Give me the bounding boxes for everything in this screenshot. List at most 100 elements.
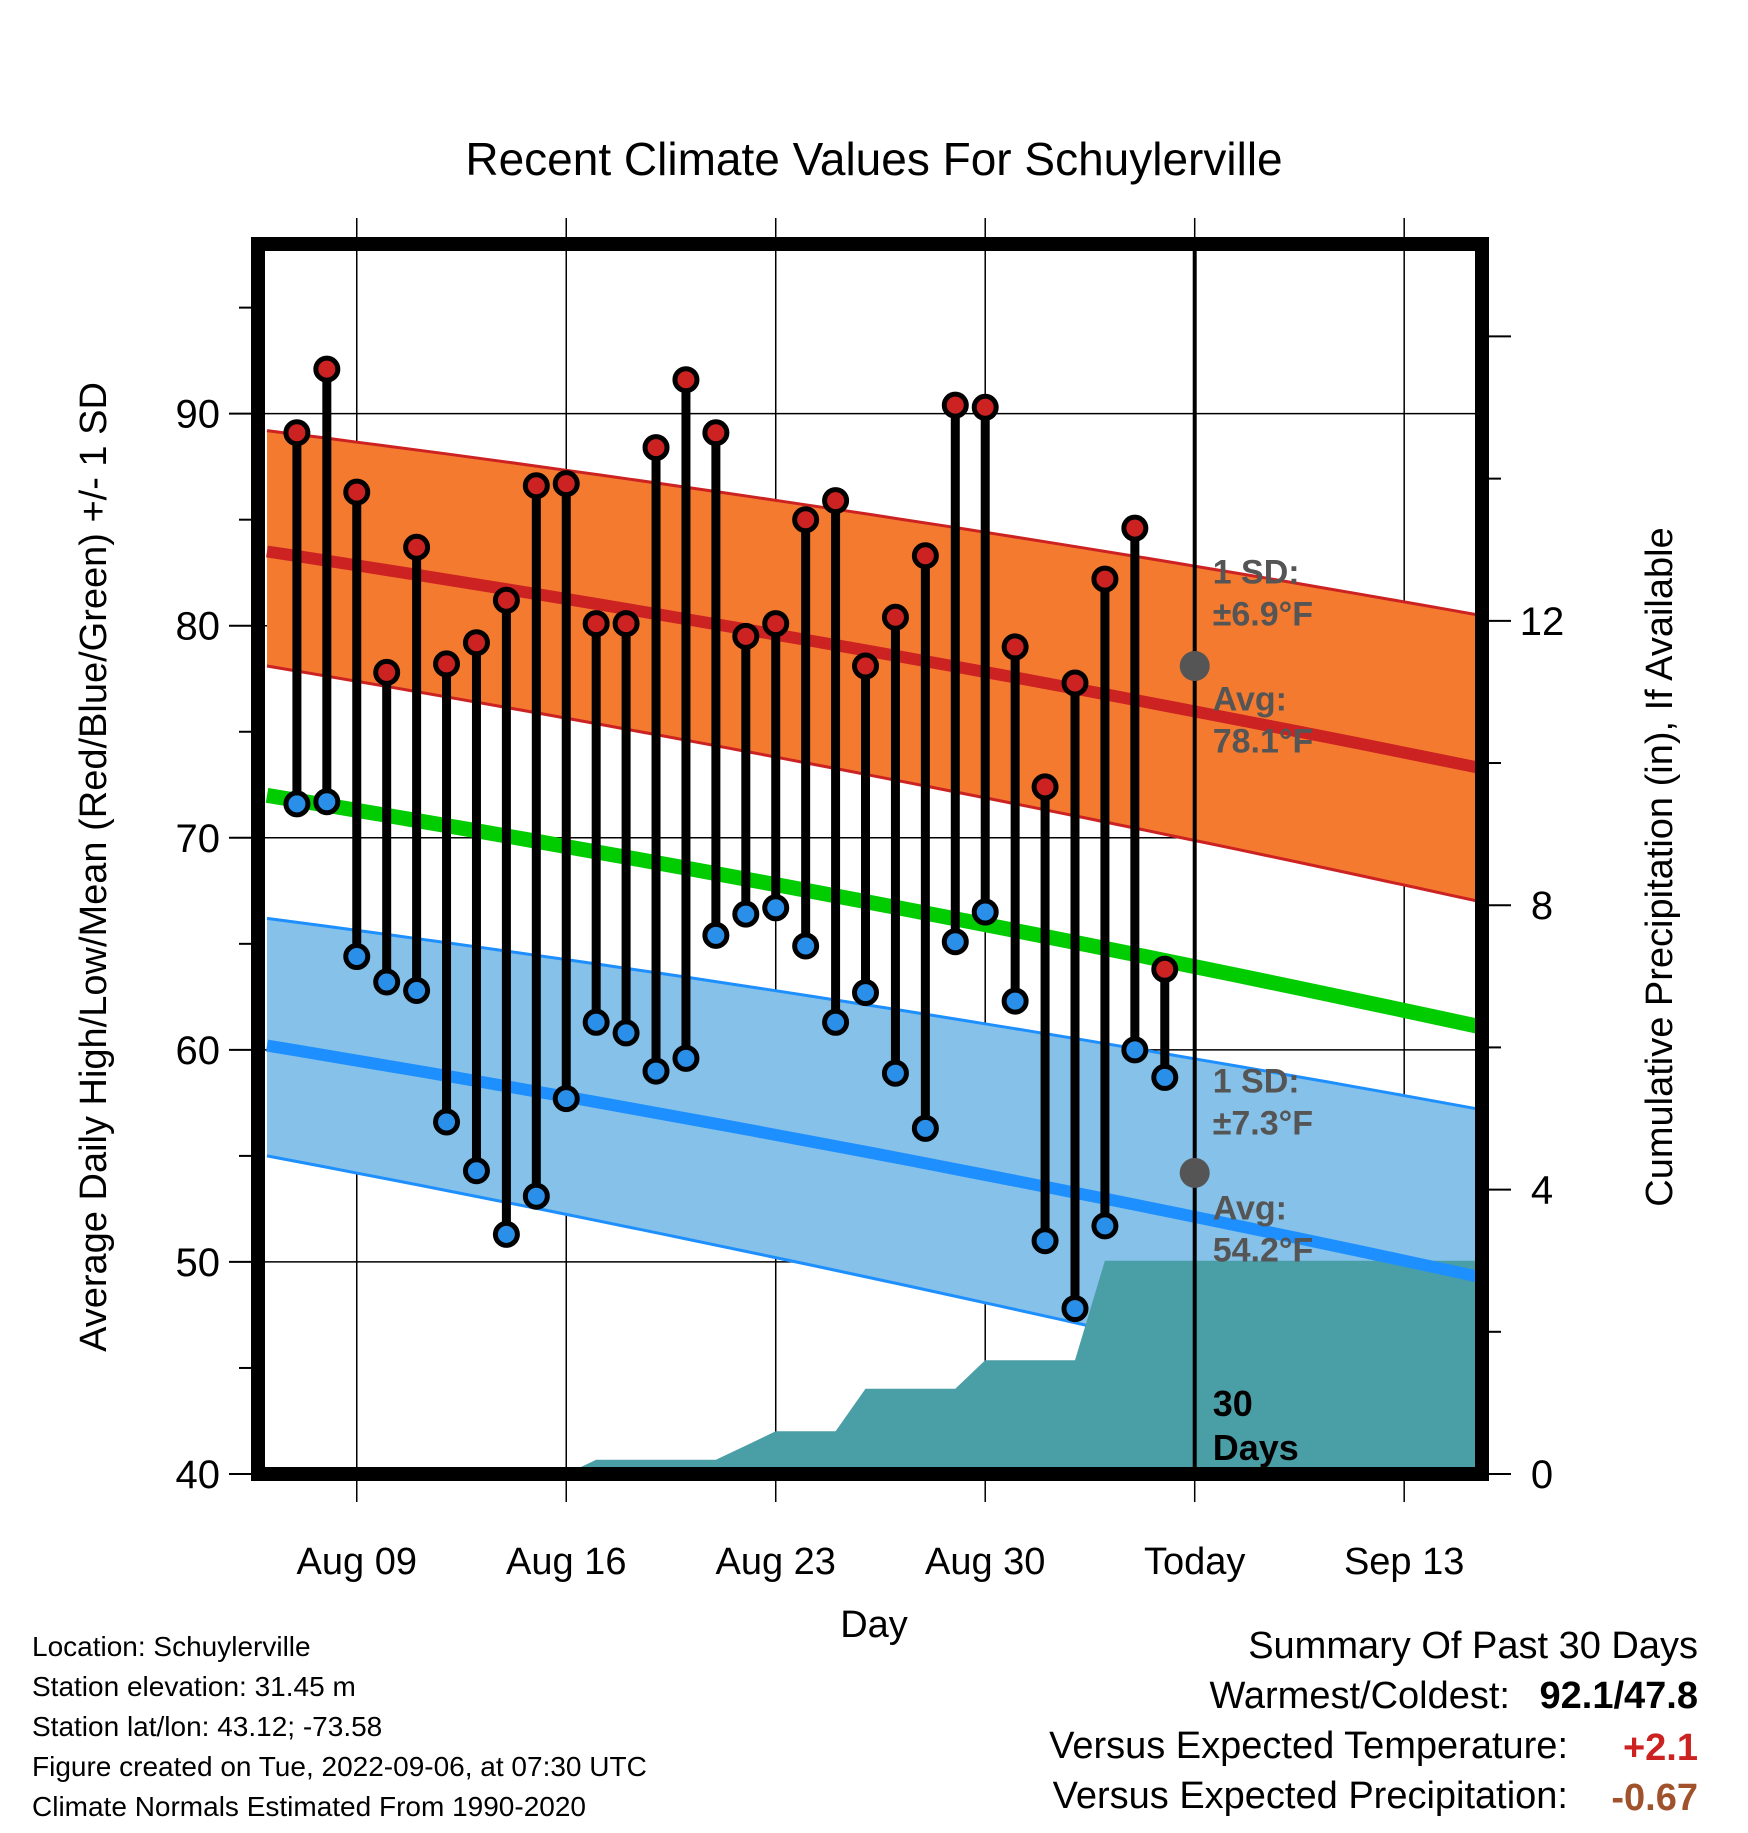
y-tick-label: 90 <box>176 393 221 437</box>
high-marker <box>492 586 520 614</box>
low-marker <box>1091 1212 1119 1240</box>
high-marker <box>582 610 610 638</box>
summary-title: Summary Of Past 30 Days <box>1248 1625 1698 1667</box>
x-axis-label: Day <box>840 1604 908 1646</box>
high-marker <box>1121 514 1149 542</box>
low-marker <box>762 894 790 922</box>
high-marker <box>672 366 700 394</box>
high-marker <box>1061 669 1089 697</box>
y-tick-label: 80 <box>176 605 221 649</box>
annotation-low_sd_value: ±7.3°F <box>1213 1104 1313 1142</box>
low-marker <box>433 1108 461 1136</box>
high-marker <box>552 470 580 498</box>
high-marker <box>343 478 371 506</box>
high-marker <box>522 472 550 500</box>
plot-frame <box>251 237 1489 1481</box>
low-marker <box>881 1059 909 1087</box>
low-normal-line <box>266 1039 1481 1283</box>
summary-temp-value: +2.1 <box>1622 1727 1698 1769</box>
high-marker <box>941 391 969 419</box>
low-marker <box>702 921 730 949</box>
x-tick-label: Aug 16 <box>506 1541 626 1583</box>
annotation-high_avg_label: Avg: <box>1213 681 1287 719</box>
y2-tick-label: 8 <box>1531 884 1553 928</box>
low-marker <box>852 979 880 1007</box>
x-tick-label: Sep 13 <box>1344 1541 1464 1583</box>
x-tick-label: Aug 30 <box>925 1541 1045 1583</box>
high-marker <box>702 419 730 447</box>
footer-latlon: Station lat/lon: 43.12; -73.58 <box>32 1711 383 1742</box>
high-normal-line <box>266 545 1481 774</box>
low-sd-upper-edge <box>266 916 1480 1111</box>
high-marker <box>792 506 820 534</box>
y-tick-label: 50 <box>176 1241 221 1285</box>
precip-days-label-2: Days <box>1213 1427 1299 1468</box>
high-marker <box>462 629 490 657</box>
low-marker <box>373 968 401 996</box>
summary-precip-label: Versus Expected Precipitation: <box>1052 1775 1568 1817</box>
low-marker <box>582 1008 610 1036</box>
footer-created: Figure created on Tue, 2022-09-06, at 07… <box>32 1751 647 1782</box>
y-tick-label: 60 <box>176 1029 221 1073</box>
footer-elevation: Station elevation: 31.45 m <box>32 1671 356 1702</box>
low-marker <box>283 790 311 818</box>
low-marker <box>313 788 341 816</box>
low-marker <box>1061 1295 1089 1323</box>
x-tick-label: Today <box>1144 1541 1245 1583</box>
high-marker <box>283 419 311 447</box>
annotation-low_avg_value: 54.2°F <box>1213 1232 1314 1270</box>
high-sd-lower-edge <box>266 664 1480 903</box>
high-marker <box>612 610 640 638</box>
high-marker <box>1001 633 1029 661</box>
annotation-high_avg_value: 78.1°F <box>1213 723 1314 761</box>
low-marker <box>1001 987 1029 1015</box>
high-marker <box>852 652 880 680</box>
footer-normals: Climate Normals Estimated From 1990-2020 <box>32 1791 586 1822</box>
high-marker <box>1031 773 1059 801</box>
chart-title: Recent Climate Values For Schuylerville <box>465 133 1282 185</box>
low-marker <box>672 1044 700 1072</box>
summary-warm-label: Warmest/Coldest: <box>1209 1675 1510 1717</box>
high-marker <box>403 533 431 561</box>
high-marker <box>881 603 909 631</box>
low-marker <box>822 1008 850 1036</box>
low-marker <box>792 932 820 960</box>
high-marker <box>762 610 790 638</box>
y2-axis-label: Cumulative Precipitation (in), If Availa… <box>1639 527 1681 1206</box>
y-tick-label: 70 <box>176 817 221 861</box>
x-tick-label: Aug 23 <box>716 1541 836 1583</box>
high-marker <box>1091 565 1119 593</box>
annotation-high_sd_label: 1 SD: <box>1213 553 1300 591</box>
low-marker <box>552 1085 580 1113</box>
annotation-low_avg_label: Avg: <box>1213 1190 1287 1228</box>
high-marker <box>433 650 461 678</box>
low-marker <box>462 1157 490 1185</box>
low-marker <box>612 1019 640 1047</box>
high-marker <box>373 658 401 686</box>
low-marker <box>522 1182 550 1210</box>
y-tick-label: 40 <box>176 1453 221 1497</box>
high-marker <box>732 622 760 650</box>
precip-days-label: 30 <box>1213 1383 1253 1424</box>
y2-tick-label: 0 <box>1531 1453 1553 1497</box>
low-marker <box>941 928 969 956</box>
today-high-avg-marker <box>1179 651 1210 682</box>
summary-precip-value: -0.67 <box>1611 1777 1698 1819</box>
mean-normal-line <box>265 788 1481 1034</box>
low-marker <box>732 900 760 928</box>
high-sd-upper-edge <box>266 429 1480 617</box>
y2-tick-label: 4 <box>1531 1169 1553 1213</box>
high-marker <box>971 393 999 421</box>
footer-location: Location: Schuylerville <box>32 1631 311 1662</box>
low-marker <box>1031 1227 1059 1255</box>
low-marker <box>642 1057 670 1085</box>
annotation-low_sd_label: 1 SD: <box>1213 1062 1300 1100</box>
low-marker <box>403 976 431 1004</box>
low-marker <box>911 1114 939 1142</box>
high-marker <box>313 355 341 383</box>
summary-warm-value: 92.1/47.8 <box>1539 1675 1698 1717</box>
low-marker <box>343 943 371 971</box>
summary-temp-label: Versus Expected Temperature: <box>1049 1725 1568 1767</box>
